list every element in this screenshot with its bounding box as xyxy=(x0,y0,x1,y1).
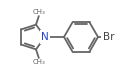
Text: N: N xyxy=(41,32,49,42)
Text: Br: Br xyxy=(102,32,114,42)
Text: CH₃: CH₃ xyxy=(32,9,45,15)
Text: CH₃: CH₃ xyxy=(32,59,45,65)
